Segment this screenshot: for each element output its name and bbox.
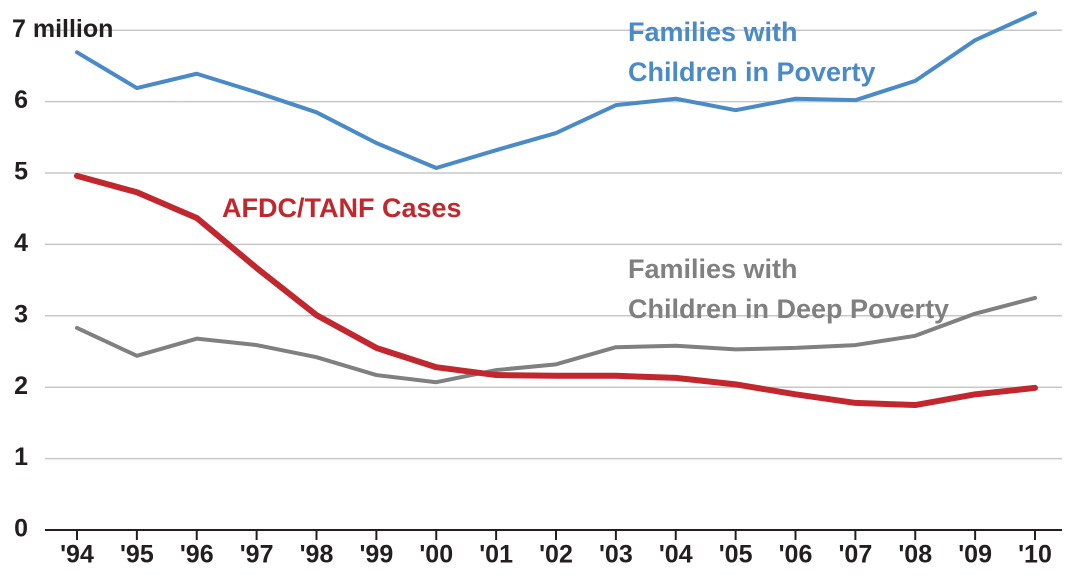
x-tick-label: '99 (359, 541, 393, 569)
x-tick-label: '05 (719, 541, 753, 569)
x-tick-label: '94 (60, 541, 94, 569)
y-tick-label: 3 (14, 300, 28, 328)
x-tick-label: '97 (240, 541, 274, 569)
x-tick-label: '06 (779, 541, 813, 569)
y-tick-label: 7 million (12, 15, 113, 43)
x-tick-label: '02 (539, 541, 573, 569)
x-tick-label: '10 (1018, 541, 1052, 569)
x-tick-label: '98 (300, 541, 334, 569)
series-label: Families with Children in Poverty (628, 17, 876, 87)
y-tick-label: 6 (14, 86, 28, 114)
series-label: AFDC/TANF Cases (222, 193, 462, 223)
x-tick-label: '00 (419, 541, 453, 569)
x-tick-label: '09 (958, 541, 992, 569)
x-tick-label: '96 (180, 541, 214, 569)
series-label: Families with Children in Deep Poverty (628, 254, 950, 324)
y-tick-label: 2 (14, 372, 28, 400)
y-tick-label: 0 (14, 515, 28, 543)
series-line (75, 295, 1037, 385)
x-tick-label: '95 (120, 541, 154, 569)
y-tick-label: 1 (14, 443, 28, 471)
x-tick-label: '04 (659, 541, 693, 569)
y-tick-label: 4 (14, 229, 28, 257)
x-tick-label: '01 (479, 541, 513, 569)
y-tick-label: 5 (14, 158, 28, 186)
x-tick-label: '08 (898, 541, 932, 569)
series-line (74, 172, 1038, 409)
x-tick-label: '03 (599, 541, 633, 569)
x-tick-label: '07 (838, 541, 872, 569)
series-line (75, 11, 1037, 171)
